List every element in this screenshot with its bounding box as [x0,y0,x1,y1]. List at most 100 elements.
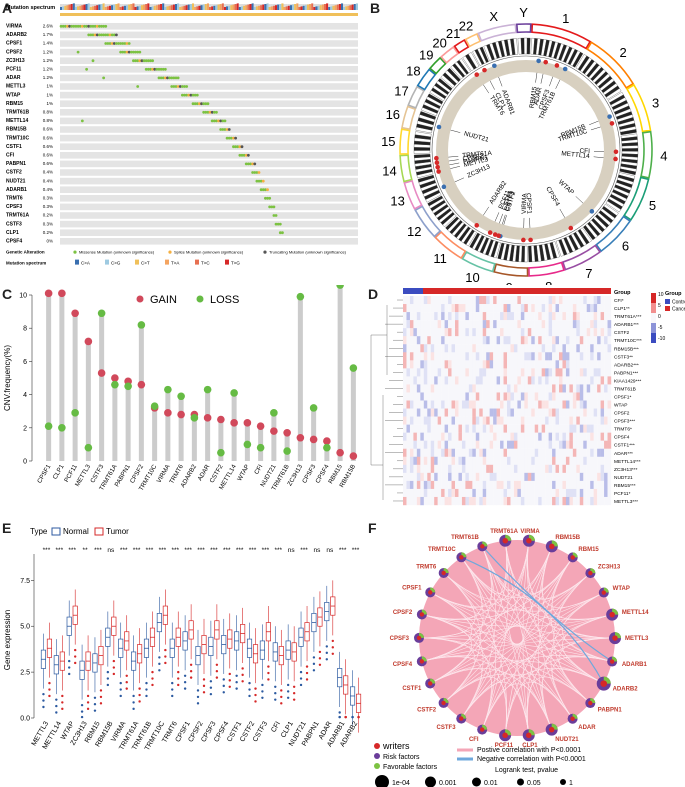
heatmap-cell [427,456,431,466]
node-label: CPSF1 [402,586,422,592]
heatmap-cell [607,488,612,498]
heatmap-cell [607,424,612,433]
heatmap-cell [482,400,487,409]
mutation-dot [259,188,263,192]
heatmap-cell [455,456,459,466]
node-core [441,570,446,576]
heatmap-cell [597,448,601,457]
heatmap-cell [604,432,608,441]
x-tick-label: CPSF1 [36,463,52,485]
heatmap-cell [493,424,497,433]
heatmap-cell [572,336,577,345]
heatmap-cell [489,440,494,449]
heatmap-cell [534,392,539,401]
heatmap-cell [503,360,508,369]
gene-label: CFI [6,153,15,159]
heatmap-cell [458,424,463,433]
heatmap-cell [569,304,574,313]
heatmap-cell [604,320,608,329]
heatmap-cell [507,408,511,417]
heatmap-cell [597,472,601,482]
heatmap-cell [430,424,435,433]
heatmap-cell [496,472,501,482]
chromosome-outline [440,45,460,64]
heatmap-cell [520,336,525,345]
heatmap-cell [545,440,549,449]
heatmap-cell [406,400,411,409]
heatmap-cell [507,400,511,409]
legend-gain-swatch [136,295,144,303]
heatmap-cell [455,296,459,305]
heatmap-cell [583,328,587,337]
mutation-dot [221,128,225,131]
heatmap-cell [500,448,504,457]
gene-name: CPSF1 [524,193,532,215]
row-label: PABPN1*** [614,370,638,376]
heatmap-cell [413,416,418,425]
outlier-point [74,661,77,665]
positive-link [443,673,573,719]
heatmap-cell [507,392,511,401]
heatmap-cell [562,312,567,321]
heatmap-cell [441,432,445,441]
heatmap-cell [579,480,584,490]
heatmap-cell [517,384,522,393]
outlier-point [171,688,174,691]
row-label: CSTF1*** [614,443,635,449]
heatmap-cell [409,392,414,401]
heatmap-cell [524,440,528,449]
y-tick-label: 6 [23,359,27,366]
heatmap-cell [448,440,452,449]
heatmap-cell [444,328,449,337]
heatmap-cell [496,480,501,490]
row-background [60,40,358,47]
heatmap-cell [455,320,459,329]
heatmap-cell [583,400,587,409]
outlier-point [202,691,206,694]
legend-gain-label: GAIN [150,294,177,306]
heatmap-cell [576,376,580,385]
heatmap-cell [461,360,466,369]
heatmap-cell [451,304,456,313]
mutation-dot [80,119,84,123]
outlier-point [145,688,148,691]
heatmap-cell [586,416,591,425]
heatmap-cell [434,368,438,377]
heatmap-cell [416,296,421,305]
heatmap-cell [434,480,438,490]
heatmap-cell [562,368,567,377]
row-background [60,126,358,133]
chromosome-outline [493,263,529,277]
heatmap-cell [586,376,591,385]
outlier-point [125,674,128,677]
gene-frequency: 0.3% [43,221,53,226]
heatmap-cell [468,296,473,305]
heatmap-cell [541,456,546,466]
heatmap-cell [472,344,476,353]
heatmap-cell [572,440,577,449]
mutation-dot [270,205,274,209]
outlier-point [189,663,193,666]
panel-label-a: A [2,0,13,16]
heatmap-cell [527,496,532,506]
heatmap-cell [468,384,473,393]
heatmap-cell [538,360,542,369]
mutation-dot [161,67,165,71]
heatmap-cell [600,352,605,361]
outlier-point [138,687,141,690]
legend-tumor-swatch [94,527,104,536]
heatmap-cell [507,336,511,345]
heatmap-cell [479,432,483,441]
heatmap-cell [600,440,605,449]
loss-point [164,385,172,394]
spectrum-bar [138,5,141,10]
heatmap-cell [552,328,556,337]
heatmap-cell [503,368,508,377]
heatmap-cell [548,328,553,337]
heatmap-cell [545,384,549,393]
mutation-dot [210,119,214,123]
pvalue-size-swatch [560,779,566,785]
heatmap-cell [403,392,407,401]
spectrum-bar [172,4,175,10]
heatmap-cell [458,344,463,353]
